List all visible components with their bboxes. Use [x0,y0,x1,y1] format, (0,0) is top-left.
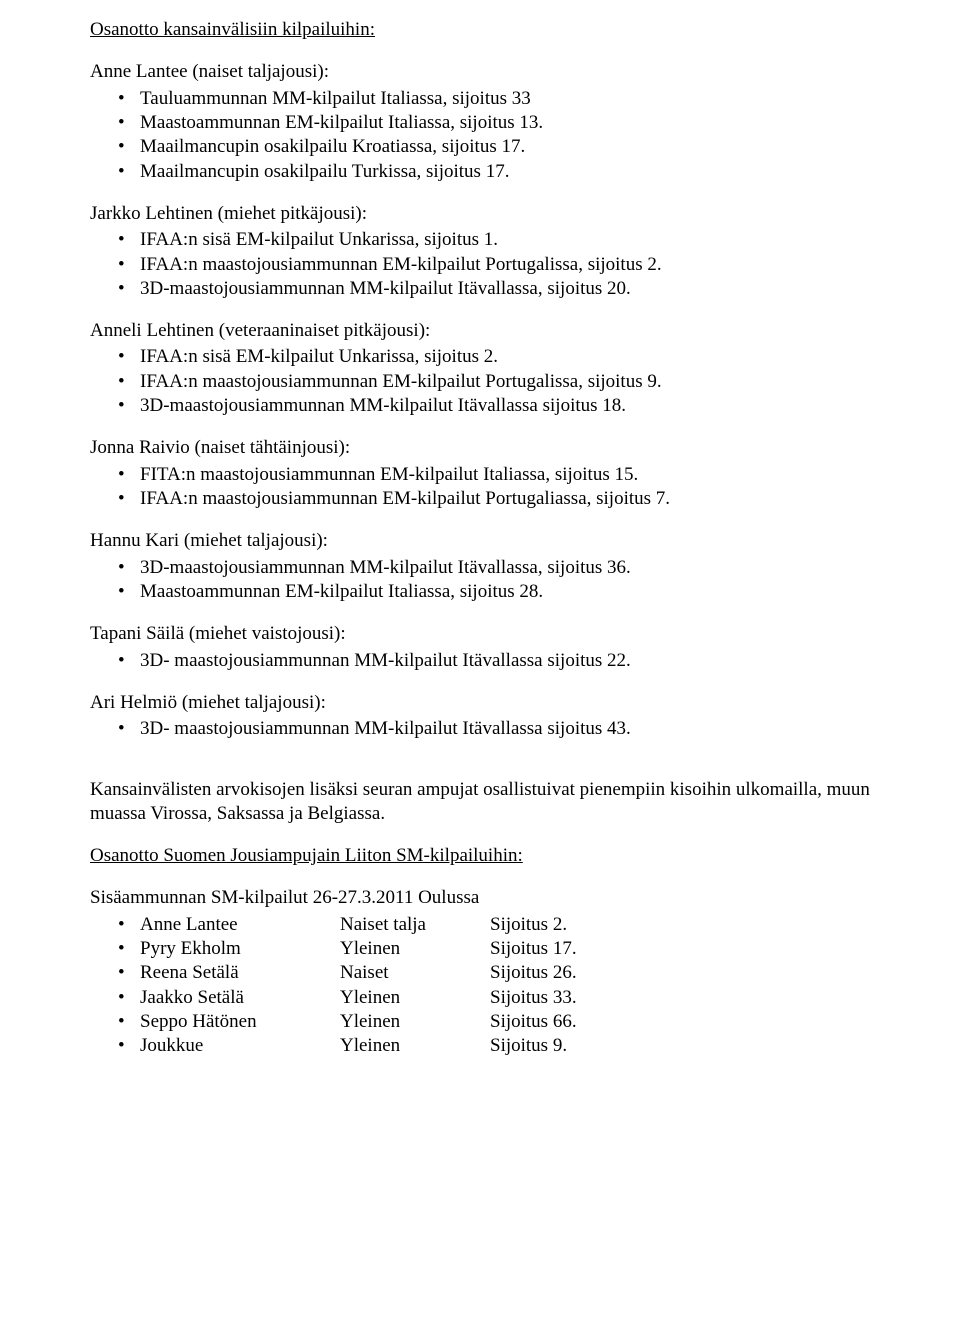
list-item: IFAA:n maastojousiammunnan EM-kilpailut … [90,487,890,511]
athlete-results: 3D-maastojousiammunnan MM-kilpailut Itäv… [90,556,890,605]
list-item: Tauluammunnan MM-kilpailut Italiassa, si… [90,87,890,111]
col-category: Yleinen [340,1010,490,1034]
athlete-name: Anne Lantee (naiset taljajousi): [90,60,890,84]
section-heading-sm: Osanotto Suomen Jousiampujain Liiton SM-… [90,844,890,868]
col-name: Seppo Hätönen [140,1010,340,1034]
section-heading-international: Osanotto kansainvälisiin kilpailuihin: [90,18,890,42]
athlete-name: Ari Helmiö (miehet taljajousi): [90,691,890,715]
list-item: Maailmancupin osakilpailu Turkissa, sijo… [90,160,890,184]
sm-results-list: Anne LanteeNaiset taljaSijoitus 2.Pyry E… [90,913,890,1059]
athlete-name: Tapani Säilä (miehet vaistojousi): [90,622,890,646]
list-item: Maailmancupin osakilpailu Kroatiassa, si… [90,135,890,159]
summary-paragraph: Kansainvälisten arvokisojen lisäksi seur… [90,778,890,827]
athlete-results: Tauluammunnan MM-kilpailut Italiassa, si… [90,87,890,184]
col-name: Jaakko Setälä [140,986,340,1010]
athlete-results: FITA:n maastojousiammunnan EM-kilpailut … [90,463,890,512]
athlete-results: 3D- maastojousiammunnan MM-kilpailut Itä… [90,649,890,673]
list-item: IFAA:n sisä EM-kilpailut Unkarissa, sijo… [90,228,890,252]
athlete-name: Jarkko Lehtinen (miehet pitkäjousi): [90,202,890,226]
athlete-name: Jonna Raivio (naiset tähtäinjousi): [90,436,890,460]
athlete-results: 3D- maastojousiammunnan MM-kilpailut Itä… [90,717,890,741]
athlete-name: Hannu Kari (miehet taljajousi): [90,529,890,553]
col-name: Reena Setälä [140,961,340,985]
col-category: Yleinen [340,1034,490,1058]
col-placement: Sijoitus 33. [490,986,577,1010]
col-name: Pyry Ekholm [140,937,340,961]
col-name: Anne Lantee [140,913,340,937]
col-category: Naiset [340,961,490,985]
table-row: Jaakko SetäläYleinenSijoitus 33. [90,986,890,1010]
col-name: Joukkue [140,1034,340,1058]
col-placement: Sijoitus 9. [490,1034,567,1058]
list-item: 3D- maastojousiammunnan MM-kilpailut Itä… [90,717,890,741]
col-placement: Sijoitus 66. [490,1010,577,1034]
col-category: Naiset talja [340,913,490,937]
table-row: JoukkueYleinenSijoitus 9. [90,1034,890,1058]
list-item: 3D-maastojousiammunnan MM-kilpailut Itäv… [90,556,890,580]
list-item: Maastoammunnan EM-kilpailut Italiassa, s… [90,111,890,135]
athlete-name: Anneli Lehtinen (veteraaninaiset pitkäjo… [90,319,890,343]
col-placement: Sijoitus 26. [490,961,577,985]
athletes-list: Anne Lantee (naiset taljajousi): Tauluamm… [90,60,890,741]
table-row: Seppo HätönenYleinenSijoitus 66. [90,1010,890,1034]
list-item: Maastoammunnan EM-kilpailut Italiassa, s… [90,580,890,604]
sm-event-heading: Sisäammunnan SM-kilpailut 26-27.3.2011 O… [90,886,890,910]
col-placement: Sijoitus 2. [490,913,567,937]
list-item: 3D- maastojousiammunnan MM-kilpailut Itä… [90,649,890,673]
list-item: IFAA:n maastojousiammunnan EM-kilpailut … [90,253,890,277]
col-category: Yleinen [340,986,490,1010]
list-item: IFAA:n sisä EM-kilpailut Unkarissa, sijo… [90,345,890,369]
table-row: Anne LanteeNaiset taljaSijoitus 2. [90,913,890,937]
athlete-results: IFAA:n sisä EM-kilpailut Unkarissa, sijo… [90,345,890,418]
list-item: FITA:n maastojousiammunnan EM-kilpailut … [90,463,890,487]
list-item: IFAA:n maastojousiammunnan EM-kilpailut … [90,370,890,394]
col-category: Yleinen [340,937,490,961]
list-item: 3D-maastojousiammunnan MM-kilpailut Itäv… [90,277,890,301]
table-row: Reena SetäläNaisetSijoitus 26. [90,961,890,985]
list-item: 3D-maastojousiammunnan MM-kilpailut Itäv… [90,394,890,418]
table-row: Pyry EkholmYleinenSijoitus 17. [90,937,890,961]
col-placement: Sijoitus 17. [490,937,577,961]
athlete-results: IFAA:n sisä EM-kilpailut Unkarissa, sijo… [90,228,890,301]
